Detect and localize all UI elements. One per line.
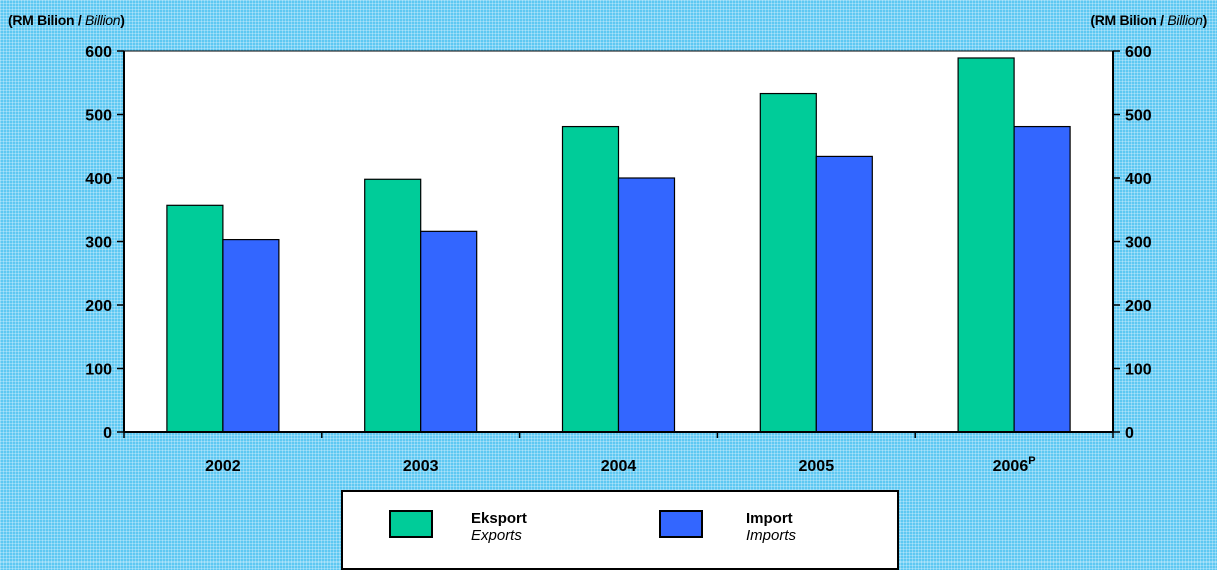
y-tick-label-left: 300 xyxy=(85,235,112,252)
left-unit-italic: Billion xyxy=(85,12,121,28)
bar-imports-2004 xyxy=(617,177,676,433)
tick-labels-group: 0 0 100 100 200 200 300 300 400 400 500 500 600 600 20… xyxy=(85,44,1152,475)
y-tick-label-right: 600 xyxy=(1125,44,1152,61)
y-tick-label-left: 100 xyxy=(85,362,112,379)
bars-group xyxy=(166,57,1071,433)
x-tick-label-2002: 2002 xyxy=(205,458,241,475)
y-tick-label-left: 200 xyxy=(85,298,112,315)
right-axis-unit-label: (RM Bilion / Billion) xyxy=(1090,12,1207,28)
bar-imports-2003 xyxy=(420,230,478,433)
y-tick-label-right: 500 xyxy=(1125,108,1152,125)
x-tick-label-2003: 2003 xyxy=(403,458,439,475)
left-axis-unit-label: (RM Bilion / Billion) xyxy=(8,12,125,28)
y-tick-label-right: 300 xyxy=(1125,235,1152,252)
bar-imports-2002 xyxy=(222,238,280,433)
bar-exports-2005 xyxy=(759,92,817,433)
right-unit-italic: Billion xyxy=(1167,12,1203,28)
legend-text-imports: Import Imports xyxy=(746,510,796,544)
bar-exports-2002 xyxy=(166,204,224,433)
bar-exports-2006 xyxy=(957,57,1015,433)
legend-sublabel-imports: Imports xyxy=(746,527,797,544)
bar-chart: 0 0 100 100 200 200 300 300 400 400 500 500 600 600 20… xyxy=(85,44,1152,475)
legend-swatch-imports xyxy=(659,510,703,538)
y-tick-label-right: 200 xyxy=(1125,298,1152,315)
chart-legend: Eksport Exports Import Imports xyxy=(341,490,899,570)
axes-group xyxy=(117,50,1120,438)
legend-text-exports: Eksport Exports xyxy=(471,510,527,544)
right-unit-main: RM Bilion xyxy=(1094,12,1157,28)
legend-label-imports: Import xyxy=(746,510,793,527)
x-tick-label-2004: 2004 xyxy=(601,458,637,475)
legend-sublabel-exports: Exports xyxy=(471,527,522,544)
legend-label-exports: Eksport xyxy=(471,510,527,527)
x-tick-label-2006: 2006P xyxy=(993,455,1036,475)
bar-exports-2003 xyxy=(364,178,422,433)
bar-imports-2005 xyxy=(815,155,873,433)
y-tick-label-left: 0 xyxy=(103,425,112,442)
x-tick-superscript: P xyxy=(1028,455,1035,467)
legend-swatch-exports xyxy=(389,510,433,538)
y-tick-label-right: 0 xyxy=(1125,425,1134,442)
y-tick-label-left: 600 xyxy=(85,44,112,61)
left-unit-main: RM Bilion xyxy=(12,12,75,28)
y-tick-label-left: 400 xyxy=(85,171,112,188)
x-tick-label-2005: 2005 xyxy=(799,458,835,475)
y-tick-label-left: 500 xyxy=(85,108,112,125)
y-tick-label-right: 100 xyxy=(1125,362,1152,379)
y-tick-label-right: 400 xyxy=(1125,171,1152,188)
bar-exports-2004 xyxy=(561,125,620,433)
bar-imports-2006 xyxy=(1013,125,1071,433)
